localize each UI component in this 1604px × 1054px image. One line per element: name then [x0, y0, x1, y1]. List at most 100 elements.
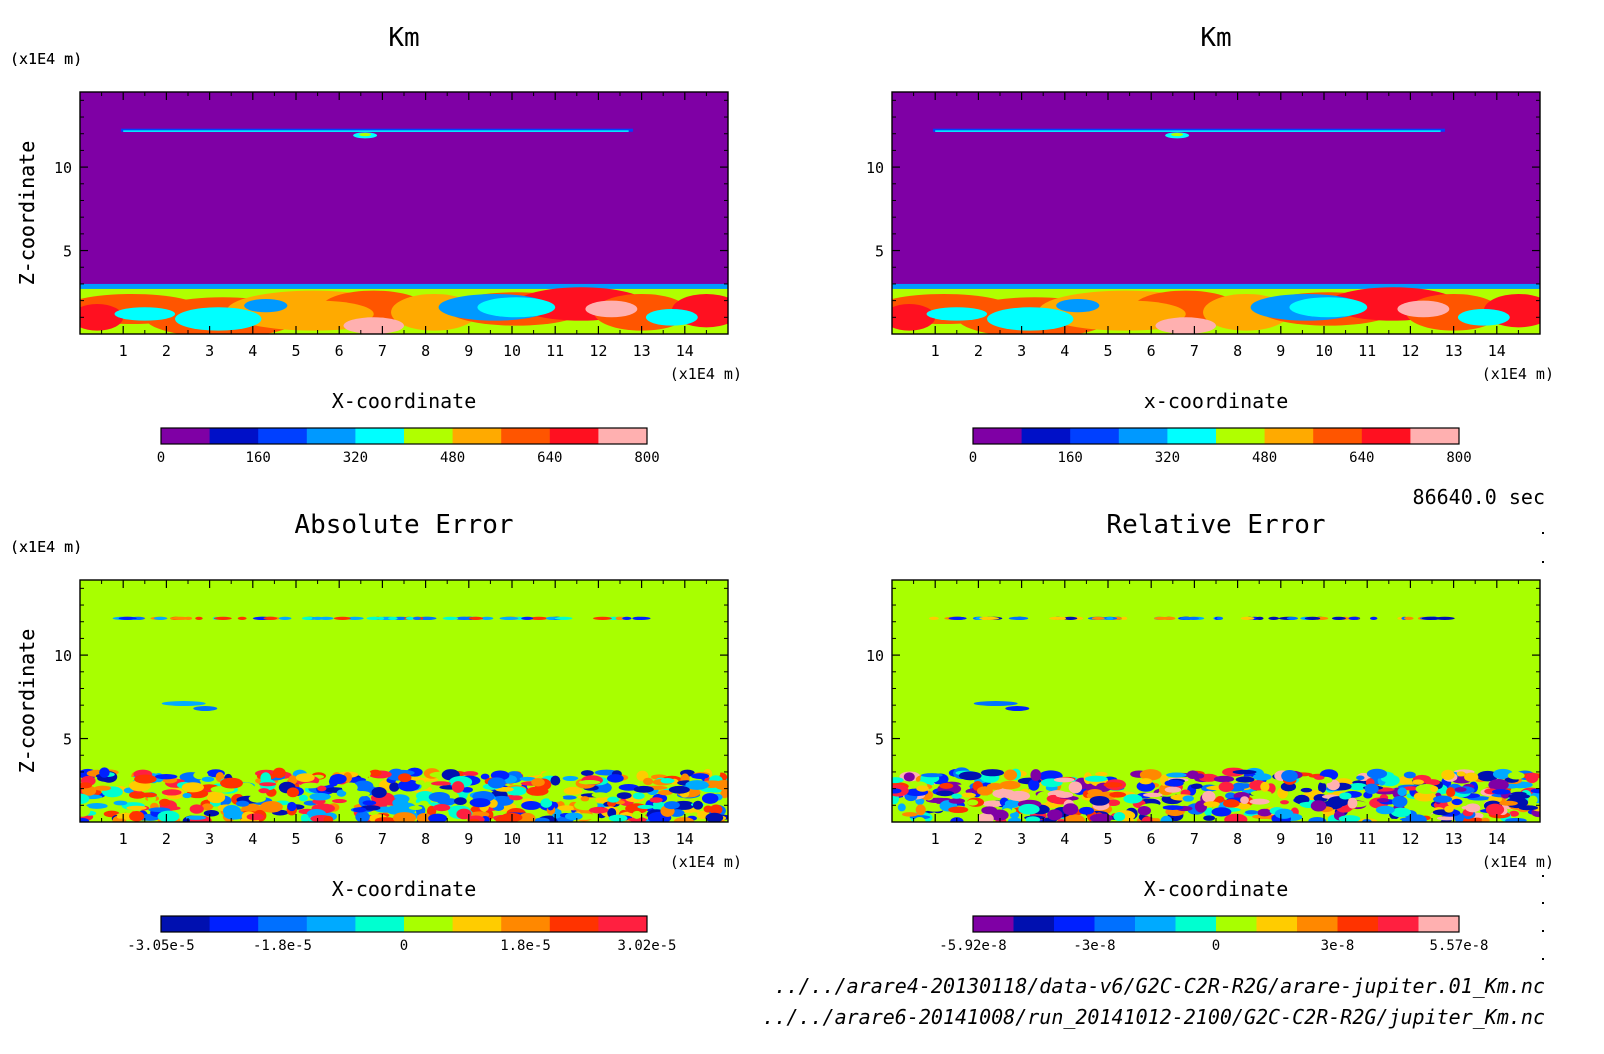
colorbar-swatch — [1054, 916, 1095, 932]
boundary-layer-noise — [892, 767, 1540, 822]
colorbar-tick-label: 480 — [440, 450, 465, 466]
x-tick-label: 8 — [1233, 830, 1242, 848]
colorbar-tick-label: 1.8e-5 — [500, 938, 551, 954]
x-axis-label: x-coordinate — [1144, 389, 1289, 413]
y-tick-label: 10 — [866, 647, 884, 665]
chart-title: Km — [1200, 23, 1231, 53]
y-tick-label: 5 — [875, 731, 884, 749]
colorbar-swatch — [549, 916, 599, 932]
x-tick-label: 13 — [1445, 830, 1463, 848]
colorbar-swatch — [1013, 916, 1055, 932]
x-tick-label: 13 — [1445, 342, 1463, 360]
x-tick-label: 5 — [291, 342, 300, 360]
x-tick-label: 2 — [162, 830, 171, 848]
colorbar-tick-label: 160 — [1058, 450, 1083, 466]
x-tick-label: 10 — [503, 342, 521, 360]
timestamp-label: 86640.0 sec — [1413, 485, 1545, 509]
x-tick-label: 12 — [589, 830, 607, 848]
colorbar-swatch — [1094, 916, 1136, 932]
colorbar-swatch — [501, 916, 551, 932]
x-axis-label: X-coordinate — [1144, 877, 1289, 901]
x-tick-label: 11 — [1358, 342, 1376, 360]
x-axis-label: X-coordinate — [332, 389, 477, 413]
colorbar: 0 160 320 480 640 800 — [157, 427, 660, 466]
plot-area — [80, 92, 728, 334]
colorbar-swatch — [1216, 428, 1266, 444]
colorbar-tick-label: 0 — [1212, 938, 1220, 954]
colorbar-swatch — [1264, 428, 1314, 444]
colorbar-tick-label: 0 — [157, 450, 165, 466]
x-tick-label: 6 — [1147, 342, 1156, 360]
colorbar-swatch — [973, 916, 1014, 932]
colorbar-tick-label: -1.8e-5 — [253, 938, 312, 954]
colorbar-swatch — [1118, 428, 1168, 444]
colorbar-swatch — [404, 916, 454, 932]
x-tick-label: 4 — [1060, 830, 1069, 848]
y-tick-label: 10 — [866, 159, 884, 177]
colorbar-tick-label: -3.05e-5 — [127, 938, 194, 954]
x-tick-label: 10 — [1315, 342, 1333, 360]
colorbar-swatch — [452, 916, 502, 932]
x-tick-label: 4 — [1060, 342, 1069, 360]
colorbar-frame — [160, 427, 648, 445]
colorbar-tick-label: 3e-8 — [1321, 938, 1355, 954]
x-tick-label: 6 — [335, 830, 344, 848]
x-tick-label: 4 — [248, 342, 257, 360]
x-tick-label: 11 — [546, 342, 564, 360]
colorbar-swatch — [306, 428, 356, 444]
y-unit-label: (x1E4 m) — [10, 50, 82, 68]
chart-title: Absolute Error — [294, 510, 513, 540]
colorbar-swatch — [973, 428, 1023, 444]
colorbar-tick-label: 480 — [1252, 450, 1277, 466]
x-tick-label: 3 — [1017, 830, 1026, 848]
y-unit-label: (x1E4 m) — [10, 538, 82, 556]
colorbar-swatch — [598, 428, 648, 444]
upper-layer-noise — [112, 616, 651, 712]
x-tick-label: 2 — [974, 830, 983, 848]
x-tick-label: 13 — [633, 830, 651, 848]
x-tick-label: 1 — [931, 830, 940, 848]
colorbar-swatch — [549, 428, 599, 444]
colorbar-swatch — [1418, 916, 1460, 932]
boundary-layer — [80, 283, 728, 334]
colorbar-tick-label: 0 — [400, 938, 408, 954]
x-tick-label: 1 — [119, 830, 128, 848]
colorbar-swatch — [598, 916, 648, 932]
x-tick-label: 4 — [248, 830, 257, 848]
x-unit-label: (x1E4 m) — [670, 853, 742, 871]
dot-artifacts — [1542, 532, 1544, 960]
y-axis-label: Z-coordinate — [15, 629, 39, 774]
colorbar-frame — [160, 915, 648, 933]
x-tick-label: 7 — [1190, 342, 1199, 360]
plot-area — [80, 580, 728, 822]
x-tick-label: 3 — [205, 830, 214, 848]
colorbar: -3.05e-5 -1.8e-5 0 1.8e-5 3.02e-5 — [127, 915, 677, 954]
x-tick-label: 1 — [119, 342, 128, 360]
colorbar-swatch — [1410, 428, 1460, 444]
y-tick-label: 5 — [63, 243, 72, 261]
x-tick-label: 12 — [589, 342, 607, 360]
x-tick-label: 7 — [378, 342, 387, 360]
chart-title: Km — [388, 23, 419, 53]
y-axis-label: Z-coordinate — [15, 141, 39, 286]
colorbar-swatch — [1378, 916, 1419, 932]
colorbar-tick-label: 320 — [343, 450, 368, 466]
x-unit-label: (x1E4 m) — [670, 365, 742, 383]
x-tick-label: 9 — [464, 342, 473, 360]
plot-area — [892, 580, 1540, 822]
y-tick-label: 10 — [54, 647, 72, 665]
colorbar-swatch — [1313, 428, 1363, 444]
colorbar-swatch — [1256, 916, 1298, 932]
x-tick-label: 2 — [974, 342, 983, 360]
colorbar-swatch — [1337, 916, 1379, 932]
upper-layer — [121, 128, 633, 139]
colorbar-swatch — [1167, 428, 1217, 444]
chart-title: Relative Error — [1106, 510, 1325, 540]
y-axis-label: Z-coordinate — [15, 141, 39, 286]
file-path-1: ../../arare4-20130118/data-v6/G2C-C2R-R2… — [774, 974, 1545, 998]
y-tick-label: 10 — [54, 159, 72, 177]
colorbar: 0 160 320 480 640 800 — [969, 427, 1472, 466]
x-axis-label: X-coordinate — [332, 877, 477, 901]
x-tick-label: 3 — [1017, 342, 1026, 360]
